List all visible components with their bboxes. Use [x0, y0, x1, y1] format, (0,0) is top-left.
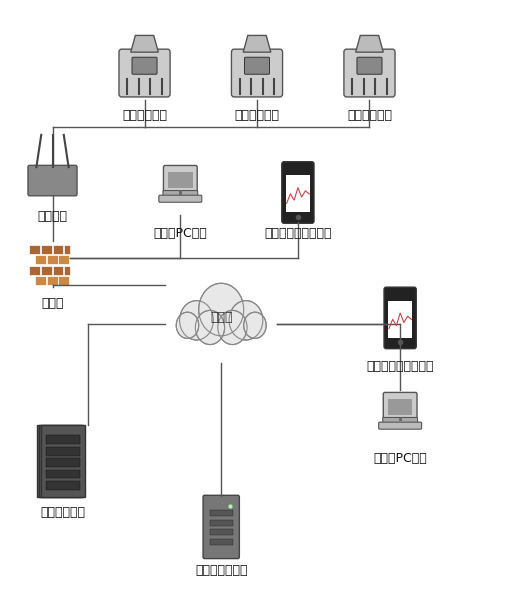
FancyBboxPatch shape: [46, 481, 80, 490]
FancyBboxPatch shape: [42, 458, 76, 467]
FancyBboxPatch shape: [39, 425, 83, 497]
FancyBboxPatch shape: [59, 276, 69, 285]
FancyBboxPatch shape: [357, 57, 382, 74]
FancyBboxPatch shape: [163, 166, 197, 193]
FancyBboxPatch shape: [34, 255, 46, 264]
FancyBboxPatch shape: [52, 266, 64, 275]
FancyBboxPatch shape: [46, 470, 80, 478]
Text: 物料分选设备: 物料分选设备: [347, 109, 392, 122]
FancyBboxPatch shape: [132, 57, 157, 74]
FancyBboxPatch shape: [41, 425, 85, 497]
FancyBboxPatch shape: [210, 510, 233, 516]
FancyBboxPatch shape: [388, 399, 412, 415]
FancyBboxPatch shape: [44, 458, 78, 467]
Polygon shape: [131, 35, 158, 52]
FancyBboxPatch shape: [47, 255, 58, 264]
FancyBboxPatch shape: [42, 470, 76, 478]
FancyBboxPatch shape: [163, 191, 198, 197]
Text: 互联网PC控制: 互联网PC控制: [373, 452, 427, 465]
FancyBboxPatch shape: [41, 266, 51, 275]
Text: 数据服务中心: 数据服务中心: [40, 506, 85, 519]
Text: 物料分选设备: 物料分选设备: [234, 109, 280, 122]
FancyBboxPatch shape: [29, 266, 40, 275]
FancyBboxPatch shape: [42, 436, 76, 444]
FancyBboxPatch shape: [41, 245, 51, 254]
FancyBboxPatch shape: [379, 422, 421, 429]
FancyBboxPatch shape: [64, 245, 70, 254]
FancyBboxPatch shape: [282, 162, 314, 223]
FancyBboxPatch shape: [29, 245, 40, 254]
FancyBboxPatch shape: [46, 447, 80, 455]
FancyBboxPatch shape: [47, 276, 58, 285]
Polygon shape: [243, 35, 271, 52]
FancyBboxPatch shape: [44, 481, 78, 490]
FancyBboxPatch shape: [286, 175, 310, 212]
FancyBboxPatch shape: [52, 245, 64, 254]
Text: 无线网关: 无线网关: [38, 211, 67, 223]
FancyBboxPatch shape: [159, 195, 202, 202]
Text: 互联网: 互联网: [210, 311, 232, 325]
FancyBboxPatch shape: [28, 166, 77, 196]
Text: 局域网PC控制: 局域网PC控制: [154, 227, 207, 240]
FancyBboxPatch shape: [168, 172, 193, 188]
FancyBboxPatch shape: [210, 520, 233, 526]
FancyBboxPatch shape: [344, 49, 395, 97]
FancyBboxPatch shape: [383, 392, 417, 419]
Text: 局域网移动终端控制: 局域网移动终端控制: [264, 227, 332, 240]
FancyBboxPatch shape: [231, 49, 283, 97]
FancyBboxPatch shape: [44, 436, 78, 444]
FancyBboxPatch shape: [389, 301, 412, 338]
FancyBboxPatch shape: [46, 436, 80, 444]
FancyBboxPatch shape: [64, 266, 70, 275]
Text: 物料分选设备: 物料分选设备: [122, 109, 167, 122]
FancyBboxPatch shape: [203, 495, 240, 559]
Text: 虚拟专网服务器: 虚拟专网服务器: [195, 564, 247, 577]
FancyBboxPatch shape: [59, 255, 69, 264]
FancyBboxPatch shape: [46, 458, 80, 467]
Text: 防火墙: 防火墙: [41, 297, 64, 310]
Text: 互联网移动终端控制: 互联网移动终端控制: [366, 360, 434, 373]
FancyBboxPatch shape: [42, 447, 76, 455]
FancyBboxPatch shape: [37, 425, 81, 497]
FancyBboxPatch shape: [384, 287, 416, 349]
FancyBboxPatch shape: [210, 529, 233, 535]
FancyBboxPatch shape: [210, 539, 233, 545]
FancyBboxPatch shape: [245, 57, 269, 74]
FancyBboxPatch shape: [42, 481, 76, 490]
Polygon shape: [356, 35, 383, 52]
FancyBboxPatch shape: [44, 470, 78, 478]
FancyBboxPatch shape: [383, 418, 417, 424]
FancyBboxPatch shape: [34, 276, 46, 285]
FancyBboxPatch shape: [119, 49, 170, 97]
FancyBboxPatch shape: [44, 447, 78, 455]
